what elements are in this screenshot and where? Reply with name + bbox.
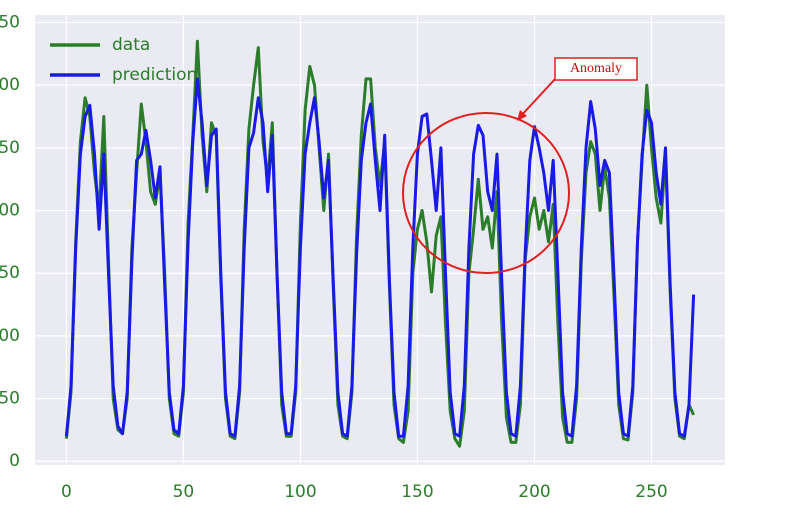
y-tick-label: 0 [9,451,20,471]
legend-label: data [112,35,150,55]
y-tick-label: 200 [0,201,20,221]
x-tick-label: 50 [173,482,195,502]
y-tick-label: 300 [0,75,20,95]
legend-label: prediction [112,65,197,85]
annotation-arrow [518,77,557,119]
series-line [64,77,696,438]
x-tick-label: 100 [284,482,316,502]
annotation-text: Anomaly [570,61,622,76]
y-tick-label: 50 [0,389,20,409]
arrow-head [517,110,527,121]
y-tick-label: 250 [0,138,20,158]
y-tick-label: 350 [0,13,20,33]
x-tick-label: 150 [401,482,433,502]
y-tick-label: 100 [0,326,20,346]
anomaly-circle [402,112,570,274]
y-tick-label: 150 [0,263,20,283]
x-tick-label: 200 [518,482,550,502]
x-tick-label: 0 [61,482,72,502]
annotation-box [554,57,638,81]
x-tick-label: 250 [635,482,667,502]
